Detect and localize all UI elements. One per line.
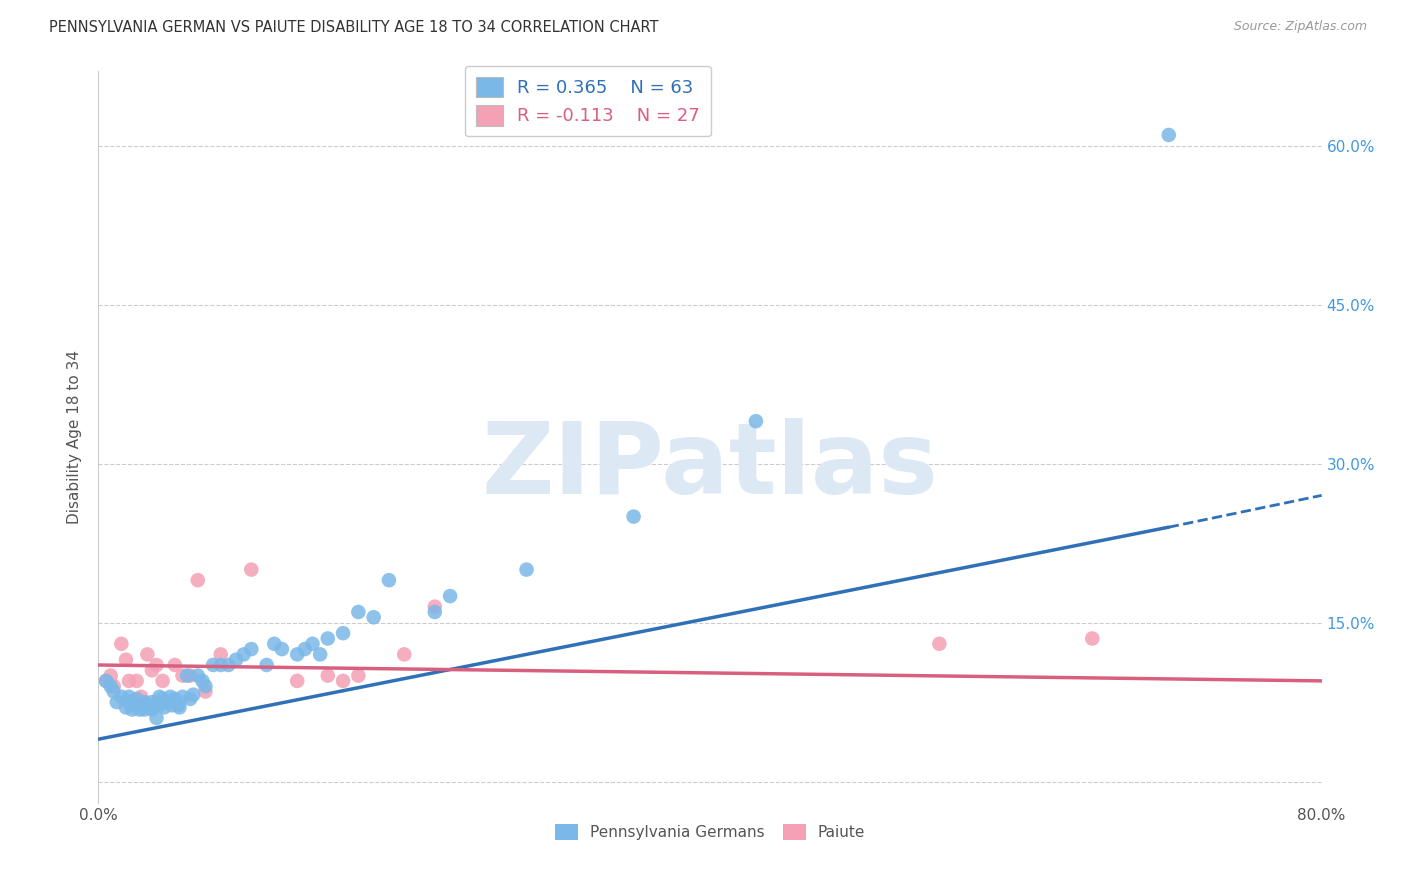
Point [145,697,167,711]
Point [232,648,254,662]
Point [187,573,209,587]
Point [194,679,217,693]
Point [225,653,247,667]
Point [159,690,181,704]
Point [125,698,148,713]
Point [100,679,122,693]
Point [623,509,645,524]
Point [423,599,446,614]
Point [256,658,278,673]
Point [163,692,186,706]
Point [129,697,152,711]
Point [332,673,354,688]
Point [134,702,156,716]
Point [118,695,141,709]
Point [118,690,141,704]
Point [179,692,201,706]
Point [136,698,159,713]
Point [1081,632,1104,646]
Point [125,673,148,688]
Text: Source: ZipAtlas.com: Source: ZipAtlas.com [1233,20,1367,33]
Point [179,668,201,682]
Point [172,668,194,682]
Point [153,700,176,714]
Point [316,632,339,646]
Point [128,702,150,716]
Point [217,658,239,673]
Point [285,648,308,662]
Point [125,692,148,706]
Point [103,684,125,698]
Text: PENNSYLVANIA GERMAN VS PAIUTE DISABILITY AGE 18 TO 34 CORRELATION CHART: PENNSYLVANIA GERMAN VS PAIUTE DISABILITY… [49,20,658,35]
Point [209,658,232,673]
Point [129,690,152,704]
Point [309,648,332,662]
Point [110,637,132,651]
Point [745,414,768,428]
Point [121,702,143,716]
Point [363,610,385,624]
Point [169,700,191,714]
Point [347,668,370,682]
Point [240,563,263,577]
Point [100,668,122,682]
Point [115,700,138,714]
Point [121,698,143,713]
Point [94,673,117,688]
Point [270,642,292,657]
Point [141,702,163,716]
Point [194,684,217,698]
Point [392,648,416,662]
Point [202,658,225,673]
Point [240,642,263,657]
Point [928,637,950,651]
Point [285,673,308,688]
Point [423,605,446,619]
Point [115,653,138,667]
Point [316,668,339,682]
Point [152,673,174,688]
Point [294,642,316,657]
Point [332,626,354,640]
Point [94,673,117,688]
Point [141,695,163,709]
Point [176,668,198,682]
Point [105,695,128,709]
Point [167,698,190,713]
Point [141,663,163,677]
Point [263,637,285,651]
Point [439,589,461,603]
Point [138,700,160,714]
Point [516,563,538,577]
Point [149,690,172,704]
Point [156,695,179,709]
Point [110,690,132,704]
Text: ZIPatlas: ZIPatlas [482,417,938,515]
Point [145,658,167,673]
Point [378,573,401,587]
Point [118,673,141,688]
Point [145,711,167,725]
Point [181,688,204,702]
Point [347,605,370,619]
Point [1157,128,1180,142]
Point [209,648,232,662]
Point [187,668,209,682]
Point [301,637,323,651]
Point [191,673,214,688]
Y-axis label: Disability Age 18 to 34: Disability Age 18 to 34 [67,350,83,524]
Point [103,679,125,693]
Point [149,698,172,713]
Legend: Pennsylvania Germans, Paiute: Pennsylvania Germans, Paiute [548,818,872,847]
Point [172,690,194,704]
Point [160,698,183,713]
Point [163,658,186,673]
Point [134,695,156,709]
Point [136,648,159,662]
Point [152,692,174,706]
